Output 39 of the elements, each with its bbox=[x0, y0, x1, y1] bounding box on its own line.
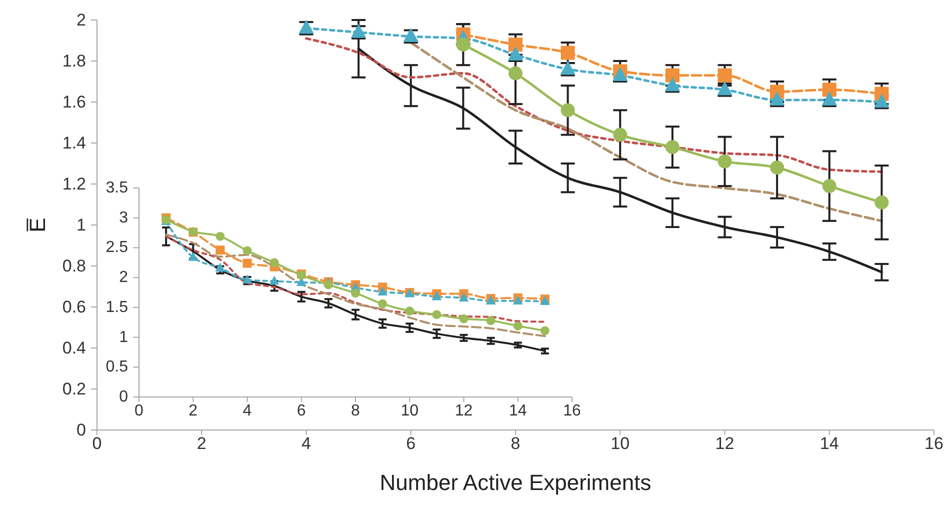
y-tick-label: 0.5 bbox=[106, 358, 128, 376]
y-tick-label: 3 bbox=[119, 209, 128, 226]
x-tick-label: 6 bbox=[296, 402, 306, 420]
y-tick-label: 1 bbox=[76, 216, 86, 234]
x-axis-title: Number Active Experiments bbox=[380, 470, 652, 495]
y-tick-label: 0.8 bbox=[62, 256, 86, 276]
y-axis-title: E̅ bbox=[24, 218, 50, 232]
y-tick-label: 1.6 bbox=[62, 92, 86, 112]
x-tick-label: 14 bbox=[820, 434, 839, 454]
x-tick-label: 6 bbox=[406, 434, 416, 454]
x-tick-label: 12 bbox=[454, 402, 473, 420]
x-tick-label: 8 bbox=[351, 402, 360, 420]
y-tick-label: 1.2 bbox=[62, 174, 86, 194]
x-tick-label: 0 bbox=[92, 434, 102, 454]
x-tick-label: 16 bbox=[563, 402, 581, 420]
y-tick-label: 1.5 bbox=[106, 298, 128, 316]
y-tick-label: 2 bbox=[76, 10, 86, 30]
x-tick-label: 8 bbox=[510, 434, 520, 454]
y-tick-label: 0.2 bbox=[62, 380, 86, 398]
y-tick-label: 1.8 bbox=[62, 52, 86, 70]
y-tick-label: 1 bbox=[119, 328, 128, 346]
y-tick-label: 2 bbox=[119, 269, 128, 286]
x-tick-label: 14 bbox=[508, 402, 527, 420]
x-tick-label: 16 bbox=[924, 434, 944, 454]
y-tick-label: 0 bbox=[119, 388, 128, 406]
y-tick-label: 0 bbox=[76, 420, 86, 440]
x-tick-label: 4 bbox=[242, 402, 252, 420]
y-tick-label: 3.5 bbox=[106, 180, 128, 196]
y-tick-label: 0.4 bbox=[62, 338, 86, 358]
x-tick-label: 2 bbox=[188, 402, 198, 420]
x-tick-label: 12 bbox=[715, 434, 734, 454]
x-tick-label: 10 bbox=[400, 402, 419, 420]
y-tick-label: 2.5 bbox=[106, 239, 128, 256]
x-tick-label: 2 bbox=[196, 434, 206, 454]
y-tick-label: 1.4 bbox=[62, 134, 86, 152]
y-tick-label: 0.6 bbox=[62, 298, 86, 316]
x-tick-label: 4 bbox=[302, 434, 311, 454]
x-tick-label: 0 bbox=[134, 402, 144, 420]
x-tick-label: 10 bbox=[610, 434, 630, 454]
